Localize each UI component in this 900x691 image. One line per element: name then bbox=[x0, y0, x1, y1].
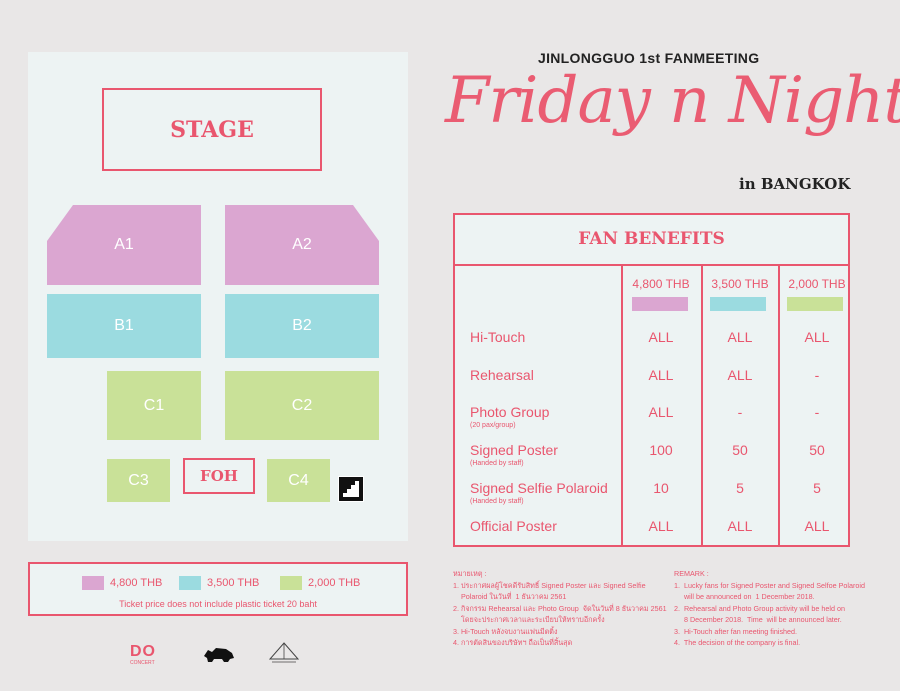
benefit-value: ALL bbox=[727, 329, 753, 345]
zone-c4[interactable]: C4 bbox=[267, 459, 330, 502]
benefit-label: Rehearsal bbox=[470, 367, 534, 383]
legend-label: 2,000 THB bbox=[308, 577, 361, 589]
zone-a2-label: A2 bbox=[292, 236, 312, 253]
benefit-value: ALL bbox=[727, 367, 753, 383]
benefit-value: 10 bbox=[653, 480, 669, 496]
note-line: โดยจะประกาศเวลาและระเบียบให้ทราบอีกครั้ง bbox=[453, 615, 605, 624]
note-line: 8 December 2018. Time will be announced … bbox=[674, 615, 842, 624]
zone-a1-shape[interactable] bbox=[47, 205, 201, 285]
zone-b2[interactable]: B2 bbox=[225, 294, 379, 358]
benefit-label: Hi-Touch bbox=[470, 329, 526, 345]
divider bbox=[778, 264, 780, 547]
benefit-value: ALL bbox=[648, 367, 674, 383]
benefit-sublabel: (20 pax/group) bbox=[470, 422, 516, 429]
rhino-logo-icon bbox=[204, 648, 234, 662]
note-line: 3. Hi-Touch หลังจบงานแฟนมีตติ้ง bbox=[453, 626, 558, 636]
legend-label: 3,500 THB bbox=[207, 577, 260, 589]
note-line: 2. Rehearsal and Photo Group activity wi… bbox=[674, 603, 846, 613]
note-line: Polaroid ในวันที่ 1 ธันวาคม 2561 bbox=[453, 592, 567, 601]
note-line: 4. การตัดสินของบริษัทฯ ถือเป็นที่สิ้นสุด bbox=[453, 638, 573, 647]
zone-b1[interactable]: B1 bbox=[47, 294, 201, 358]
benefit-label: Official Poster bbox=[470, 518, 557, 534]
benefits-title: FAN BENEFITS bbox=[578, 229, 725, 249]
stage: STAGE bbox=[102, 88, 322, 171]
benefit-value: 5 bbox=[813, 480, 821, 496]
swatch-4800 bbox=[82, 576, 104, 590]
legend-item: 3,500 THB bbox=[179, 576, 259, 590]
benefit-label: Signed Selfie Polaroid bbox=[470, 480, 608, 496]
notes-english: REMARK : 1. Lucky fans for Signed Poster… bbox=[674, 568, 894, 649]
benefit-value: ALL bbox=[648, 404, 674, 420]
benefit-value: 50 bbox=[732, 442, 748, 458]
benefit-sublabel: (Handed by staff) bbox=[470, 460, 524, 467]
benefit-label: Photo Group bbox=[470, 404, 550, 420]
benefits-table: FAN BENEFITS 4,800 THB 3,500 THB 2,000 T… bbox=[453, 213, 850, 547]
divider bbox=[621, 264, 623, 547]
note-line: 1. Lucky fans for Signed Poster and Sign… bbox=[674, 580, 865, 590]
tier-swatch-4800 bbox=[632, 297, 688, 311]
divider bbox=[701, 264, 703, 547]
note-line: 2. กิจกรรม Rehearsal และ Photo Group จัด… bbox=[453, 603, 667, 613]
benefit-value: 5 bbox=[736, 480, 744, 496]
note-line: will be announced on 1 December 2018. bbox=[674, 592, 815, 601]
benefit-value: ALL bbox=[648, 329, 674, 345]
tier-price: 2,000 THB bbox=[788, 277, 846, 291]
concert-logo: DO bbox=[130, 643, 156, 660]
benefit-value: - bbox=[814, 404, 820, 420]
benefit-value: - bbox=[737, 404, 743, 420]
event-title: Friday n Night bbox=[445, 64, 900, 138]
benefit-sublabel: (Handed by staff) bbox=[470, 498, 524, 505]
benefit-value: 100 bbox=[649, 442, 673, 458]
note-line: 3. Hi-Touch after fan meeting finished. bbox=[674, 626, 798, 636]
price-legend: 4,800 THB 3,500 THB 2,000 THB Ticket pri… bbox=[28, 562, 408, 616]
zone-c3[interactable]: C3 bbox=[107, 459, 170, 502]
benefit-value: - bbox=[814, 367, 820, 383]
zone-a2-shape[interactable] bbox=[225, 205, 379, 285]
tier-swatch-2000 bbox=[787, 297, 843, 311]
tier-price: 4,800 THB bbox=[632, 277, 690, 291]
benefit-value: ALL bbox=[648, 518, 674, 534]
benefit-value: ALL bbox=[727, 518, 753, 534]
tier-swatch-3500 bbox=[710, 297, 766, 311]
swatch-3500 bbox=[179, 576, 201, 590]
legend-label: 4,800 THB bbox=[110, 577, 163, 589]
zone-c2[interactable]: C2 bbox=[225, 371, 379, 440]
notes-thai: หมายเหตุ : 1. ประกาศผลผู้โชคดีรับสิทธิ์ … bbox=[453, 568, 667, 649]
notes-heading: หมายเหตุ : bbox=[453, 569, 487, 578]
note-line: 4. The decision of the company is final. bbox=[674, 638, 801, 647]
event-subtitle: JINLONGGUO 1st FANMEETING bbox=[538, 50, 760, 66]
legend-note: Ticket price does not include plastic ti… bbox=[119, 599, 317, 609]
zone-a1-label: A1 bbox=[114, 236, 134, 253]
tier-price: 3,500 THB bbox=[711, 277, 769, 291]
swatch-2000 bbox=[280, 576, 302, 590]
foh-box: FOH bbox=[183, 458, 255, 494]
concert-logo-sub: CONCERT bbox=[130, 660, 155, 666]
benefit-label: Signed Poster bbox=[470, 442, 558, 458]
benefit-value: ALL bbox=[804, 329, 830, 345]
legend-item: 2,000 THB bbox=[280, 576, 360, 590]
zone-c1[interactable]: C1 bbox=[107, 371, 201, 440]
divider bbox=[455, 264, 848, 266]
event-location: in BANGKOK bbox=[739, 175, 851, 193]
company-logo-icon bbox=[268, 642, 300, 663]
note-line: 1. ประกาศผลผู้โชคดีรับสิทธิ์ Signed Post… bbox=[453, 580, 646, 590]
benefit-value: ALL bbox=[804, 518, 830, 534]
notes-heading: REMARK : bbox=[674, 569, 709, 578]
benefit-value: 50 bbox=[809, 442, 825, 458]
legend-item: 4,800 THB bbox=[82, 576, 162, 590]
stairs-icon bbox=[338, 476, 364, 502]
